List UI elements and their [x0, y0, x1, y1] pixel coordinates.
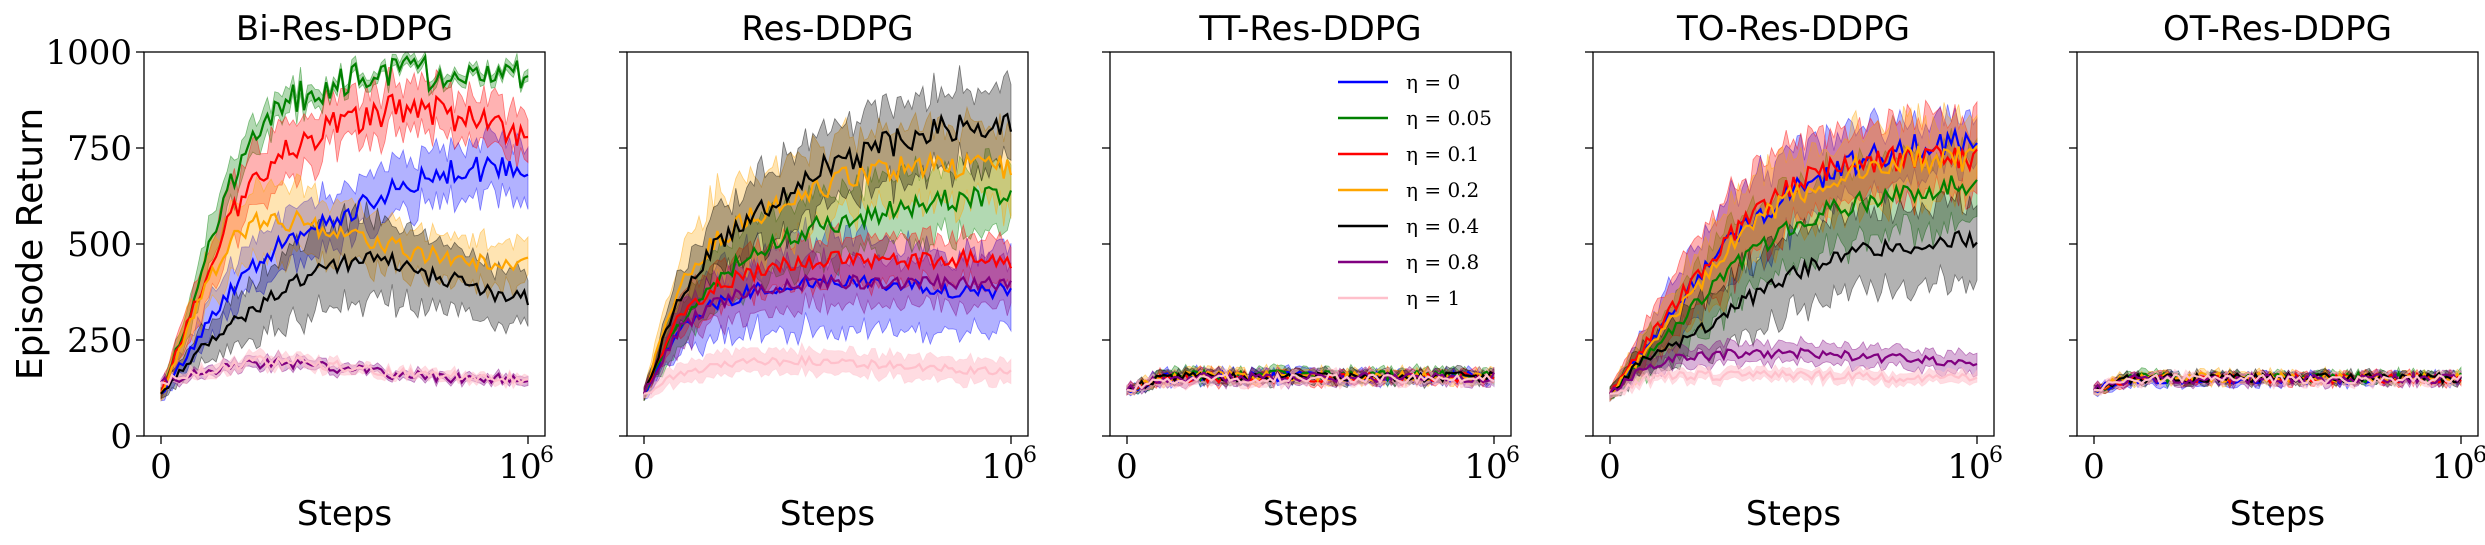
series-band	[160, 173, 529, 402]
series-band	[160, 122, 529, 402]
x-tick-label: 0	[633, 447, 655, 487]
series-band	[160, 52, 529, 399]
x-tick-exponent: 6	[1989, 443, 2003, 468]
legend-label: η = 1	[1406, 286, 1460, 310]
plot-area	[642, 65, 1013, 402]
x-tick-label: 0	[1599, 447, 1621, 487]
x-tick-label: 10	[1947, 447, 1990, 487]
series-line	[160, 209, 529, 395]
x-tick-label: 0	[150, 447, 172, 487]
plot-area	[1126, 363, 1495, 397]
x-tick-label: 0	[1116, 447, 1138, 487]
series-line	[159, 53, 529, 395]
panel-4: TO-Res-DDPG 0 106 Steps	[1585, 9, 2003, 534]
legend-label: η = 0.4	[1406, 214, 1479, 238]
plot-area	[1609, 99, 1978, 403]
x-tick-label: 10	[1464, 447, 1507, 487]
x-axis-label: Steps	[780, 494, 875, 534]
panel-2: Res-DDPG 0 106 Steps	[619, 9, 1037, 534]
legend-label: η = 0.2	[1406, 178, 1479, 202]
y-tick-label: 250	[67, 321, 132, 361]
series-band	[1609, 102, 1978, 403]
x-tick-label: 0	[2083, 447, 2105, 487]
panel-title: OT-Res-DDPG	[2163, 9, 2392, 49]
series-band	[643, 65, 1012, 402]
x-tick-label: 10	[498, 447, 541, 487]
legend: η = 0 η = 0.05 η = 0.1 η = 0.2 η = 0.4 η = 0.…	[1338, 70, 1492, 310]
x-tick-exponent: 6	[1023, 443, 1037, 468]
series-line	[642, 247, 1013, 395]
y-tick-label: 500	[67, 225, 132, 265]
y-axis-label: Episode Return	[10, 108, 51, 380]
x-axis-label: Steps	[297, 494, 392, 534]
series-band	[1609, 104, 1978, 403]
panel-title: TT-Res-DDPG	[1198, 9, 1421, 49]
series-line	[642, 272, 1012, 395]
x-axis-label: Steps	[1263, 494, 1358, 534]
legend-label: η = 0.8	[1406, 250, 1479, 274]
series-line	[1609, 229, 1978, 395]
plot-area	[159, 52, 530, 402]
series-line	[160, 250, 530, 395]
x-tick-label: 10	[2431, 447, 2474, 487]
plot-area	[2093, 365, 2462, 398]
series-band	[1609, 128, 1978, 400]
series-line	[1609, 126, 1978, 395]
series-band	[160, 67, 529, 400]
series-line	[1126, 370, 1495, 393]
series-line	[1609, 145, 1978, 395]
series-line	[643, 354, 1012, 395]
series-line	[160, 354, 529, 386]
series-line	[1609, 347, 1978, 395]
series-band	[643, 105, 1012, 402]
legend-label: η = 0.1	[1406, 142, 1479, 166]
x-tick-label: 10	[981, 447, 1024, 487]
legend-label: η = 0.05	[1406, 106, 1492, 130]
series-line	[1126, 371, 1495, 393]
y-tick-label: 750	[67, 129, 132, 169]
series-line	[1609, 175, 1978, 395]
series-line	[643, 185, 1013, 395]
legend-label: η = 0	[1406, 70, 1460, 94]
panel-1: Bi-Res-DDPG 0 250 500 750 1000 0 106 Steps	[45, 9, 554, 534]
series-line	[2093, 373, 2462, 392]
series-band	[643, 341, 1012, 399]
panel-title: TO-Res-DDPG	[1676, 9, 1910, 49]
series-band	[160, 201, 529, 400]
panel-title: Res-DDPG	[741, 9, 913, 49]
panel-5: OT-Res-DDPG 0 106 Steps	[2069, 9, 2485, 534]
panel-3: TT-Res-DDPG 0 106 Steps	[1102, 9, 1520, 534]
x-axis-label: Steps	[2230, 494, 2325, 534]
x-tick-exponent: 6	[1506, 443, 1520, 468]
x-axis-label: Steps	[1746, 494, 1841, 534]
series-line	[159, 93, 529, 395]
series-line	[160, 155, 529, 395]
series-line	[1609, 369, 1978, 395]
y-tick-label: 1000	[45, 33, 132, 73]
y-tick-label: 0	[110, 417, 132, 457]
panel-title: Bi-Res-DDPG	[236, 9, 453, 49]
series-line	[642, 112, 1013, 395]
x-tick-exponent: 6	[540, 443, 554, 468]
x-tick-exponent: 6	[2473, 443, 2485, 468]
